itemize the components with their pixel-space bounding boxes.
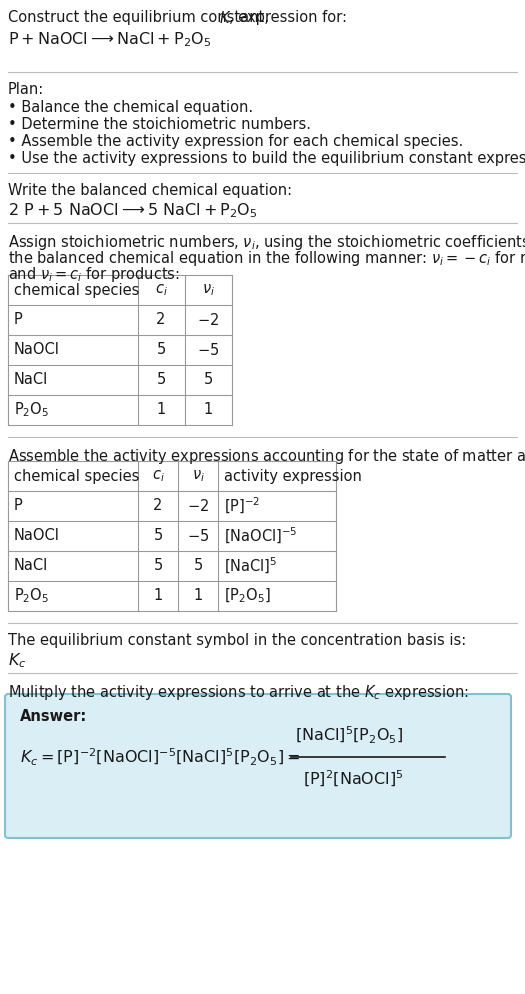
Text: • Use the activity expressions to build the equilibrium constant expression.: • Use the activity expressions to build … [8,151,525,166]
Text: P: P [14,312,23,327]
Text: $K$: $K$ [219,10,232,26]
Text: 5: 5 [153,529,163,544]
Text: the balanced chemical equation in the following manner: $\nu_i = -c_i$ for react: the balanced chemical equation in the fo… [8,249,525,268]
Text: 1: 1 [193,588,203,603]
Text: 2: 2 [153,499,163,514]
Text: Write the balanced chemical equation:: Write the balanced chemical equation: [8,183,292,198]
Text: $K_c$: $K_c$ [8,651,26,670]
Text: $c_i$: $c_i$ [154,282,167,298]
Text: $K_c = [\mathrm{P}]^{-2}[\mathrm{NaOCl}]^{-5}[\mathrm{NaCl}]^5[\mathrm{P_2O_5}] : $K_c = [\mathrm{P}]^{-2}[\mathrm{NaOCl}]… [20,746,300,767]
Text: 5: 5 [193,559,203,574]
Text: 5: 5 [156,373,165,388]
Text: P: P [14,499,23,514]
Text: 1: 1 [153,588,163,603]
Text: and $\nu_i = c_i$ for products:: and $\nu_i = c_i$ for products: [8,265,180,284]
Text: , expression for:: , expression for: [229,10,347,25]
Text: NaOCl: NaOCl [14,343,60,358]
Text: $-2$: $-2$ [197,312,219,328]
Text: NaCl: NaCl [14,559,48,574]
Text: activity expression: activity expression [224,468,362,483]
Text: Assemble the activity expressions accounting for the state of matter and $\nu_i$: Assemble the activity expressions accoun… [8,447,525,466]
Text: • Balance the chemical equation.: • Balance the chemical equation. [8,100,253,115]
Text: $-5$: $-5$ [187,528,209,544]
Text: $[\mathrm{P}]^{-2}$: $[\mathrm{P}]^{-2}$ [224,496,260,516]
Text: Assign stoichiometric numbers, $\nu_i$, using the stoichiometric coefficients, $: Assign stoichiometric numbers, $\nu_i$, … [8,233,525,252]
Text: $[\mathrm{NaCl}]^5[\mathrm{P_2O_5}]$: $[\mathrm{NaCl}]^5[\mathrm{P_2O_5}]$ [295,725,403,746]
Text: $-2$: $-2$ [187,498,209,514]
Text: $\mathrm{P + NaOCl} \longrightarrow \mathrm{NaCl + P_2O_5}$: $\mathrm{P + NaOCl} \longrightarrow \mat… [8,30,212,49]
Text: 5: 5 [156,343,165,358]
Text: $[\mathrm{P}]^2[\mathrm{NaOCl}]^5$: $[\mathrm{P}]^2[\mathrm{NaOCl}]^5$ [303,769,404,789]
Text: • Determine the stoichiometric numbers.: • Determine the stoichiometric numbers. [8,117,311,132]
Text: 5: 5 [153,559,163,574]
Text: 1: 1 [203,403,213,417]
Text: $\mathrm{P_2O_5}$: $\mathrm{P_2O_5}$ [14,401,49,419]
Text: Plan:: Plan: [8,82,44,97]
Text: Mulitply the activity expressions to arrive at the $K_c$ expression:: Mulitply the activity expressions to arr… [8,683,469,702]
Text: $-5$: $-5$ [197,342,219,358]
Text: NaOCl: NaOCl [14,529,60,544]
Text: NaCl: NaCl [14,373,48,388]
Text: • Assemble the activity expression for each chemical species.: • Assemble the activity expression for e… [8,134,463,149]
Text: 2: 2 [156,312,166,327]
Text: 1: 1 [156,403,165,417]
Text: Answer:: Answer: [20,709,87,724]
Text: $[\mathrm{NaOCl}]^{-5}$: $[\mathrm{NaOCl}]^{-5}$ [224,526,298,546]
Text: chemical species: chemical species [14,282,139,297]
Text: Construct the equilibrium constant,: Construct the equilibrium constant, [8,10,274,25]
Text: chemical species: chemical species [14,468,139,483]
Text: $[\mathrm{NaCl}]^5$: $[\mathrm{NaCl}]^5$ [224,556,277,577]
Text: $\mathrm{2\ P + 5\ NaOCl} \longrightarrow \mathrm{5\ NaCl + P_2O_5}$: $\mathrm{2\ P + 5\ NaOCl} \longrightarro… [8,201,258,220]
Text: $\mathrm{P_2O_5}$: $\mathrm{P_2O_5}$ [14,586,49,605]
Text: 5: 5 [203,373,213,388]
Text: $\nu_i$: $\nu_i$ [192,468,204,484]
Text: The equilibrium constant symbol in the concentration basis is:: The equilibrium constant symbol in the c… [8,633,466,648]
Text: $[\mathrm{P_2O_5}]$: $[\mathrm{P_2O_5}]$ [224,586,271,605]
FancyBboxPatch shape [5,694,511,838]
Text: $\nu_i$: $\nu_i$ [202,282,215,298]
Text: $c_i$: $c_i$ [152,468,164,484]
